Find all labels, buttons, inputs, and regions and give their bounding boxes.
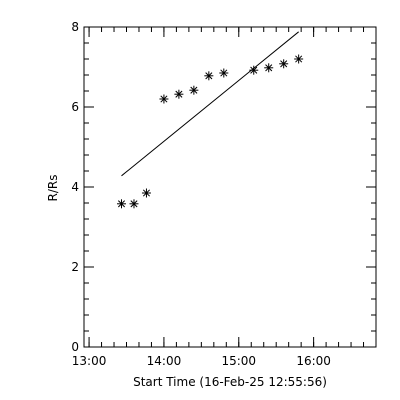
data-point — [189, 85, 199, 95]
y-tick-label: 8 — [71, 20, 79, 34]
y-tick-label: 4 — [71, 180, 79, 194]
y-axis-title: R/Rs — [46, 175, 60, 202]
data-point — [219, 68, 229, 78]
x-tick-label: 14:00 — [147, 354, 182, 368]
data-point — [159, 94, 169, 104]
plot-frame — [83, 26, 377, 348]
data-point — [204, 71, 214, 81]
fit-line — [121, 31, 299, 177]
data-point — [129, 199, 139, 209]
data-point — [294, 54, 304, 64]
y-tick-label: 0 — [71, 340, 79, 354]
x-tick-label: 16:00 — [296, 354, 331, 368]
x-tick-label: 15:00 — [221, 354, 256, 368]
data-point — [117, 199, 127, 209]
data-point — [174, 89, 184, 99]
x-tick-label: 13:00 — [72, 354, 107, 368]
y-tick-label: 6 — [71, 100, 79, 114]
data-point — [141, 188, 151, 198]
x-axis: 13:00 14:00 15:00 16:00 — [72, 27, 377, 368]
data-point — [279, 59, 289, 69]
data-point — [264, 63, 274, 73]
data-point — [249, 65, 259, 75]
y-tick-label: 2 — [71, 260, 79, 274]
data-points — [117, 54, 304, 209]
x-axis-title: Start Time (16-Feb-25 12:55:56) — [133, 375, 327, 389]
y-axis: 0 2 4 6 8 — [71, 20, 376, 354]
